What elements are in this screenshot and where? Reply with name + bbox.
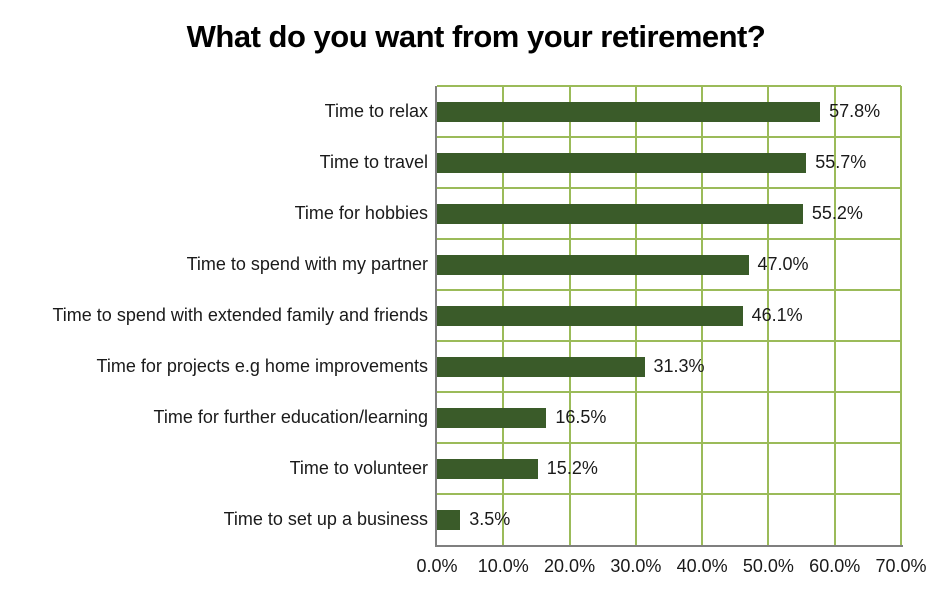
bar — [437, 356, 645, 377]
bar — [437, 509, 461, 530]
gridline-horizontal — [437, 136, 901, 138]
value-label: 55.2% — [811, 203, 863, 223]
y-axis-line — [435, 86, 437, 547]
category-label: Time for further education/learning — [153, 407, 428, 427]
x-tick-label: 20.0% — [544, 556, 596, 576]
x-tick-label: 40.0% — [676, 556, 728, 576]
value-label: 57.8% — [829, 101, 881, 121]
chart-title: What do you want from your retirement? — [186, 19, 766, 54]
value-label: 16.5% — [555, 407, 607, 427]
bar — [437, 101, 821, 122]
value-label: 47.0% — [757, 254, 809, 274]
x-tick-label: 60.0% — [809, 556, 861, 576]
gridline-vertical — [767, 86, 770, 545]
gridline-horizontal — [437, 493, 901, 495]
gridline-horizontal — [437, 289, 901, 291]
gridline-horizontal — [437, 391, 901, 393]
value-label: 3.5% — [469, 509, 511, 529]
bar — [437, 407, 547, 428]
category-label: Time to set up a business — [223, 509, 428, 529]
bar — [437, 152, 807, 173]
category-label: Time to spend with my partner — [186, 254, 428, 274]
x-tick-label: 10.0% — [477, 556, 529, 576]
category-label: Time to volunteer — [289, 458, 428, 478]
bar — [437, 254, 749, 275]
gridline-horizontal — [437, 187, 901, 189]
category-label: Time for projects e.g home improvements — [96, 356, 428, 376]
x-axis-line — [435, 545, 903, 547]
category-label: Time to relax — [324, 101, 428, 121]
gridline-vertical — [900, 86, 902, 545]
gridline-horizontal — [437, 340, 901, 342]
x-tick-label: 30.0% — [610, 556, 662, 576]
value-label: 15.2% — [546, 458, 598, 478]
value-label: 31.3% — [653, 356, 705, 376]
x-tick-label: 0.0% — [416, 556, 458, 576]
value-label: 55.7% — [815, 152, 867, 172]
x-tick-label: 70.0% — [875, 556, 927, 576]
category-label: Time to spend with extended family and f… — [52, 305, 428, 325]
x-tick-label: 50.0% — [742, 556, 794, 576]
gridline-horizontal — [437, 442, 901, 444]
value-label: 46.1% — [751, 305, 803, 325]
bar — [437, 458, 538, 479]
gridline-horizontal — [437, 85, 901, 87]
bar — [437, 305, 743, 326]
bar — [437, 203, 803, 224]
category-label: Time to travel — [319, 152, 428, 172]
category-label: Time for hobbies — [294, 203, 428, 223]
gridline-vertical — [833, 86, 836, 545]
gridline-horizontal — [437, 238, 901, 240]
